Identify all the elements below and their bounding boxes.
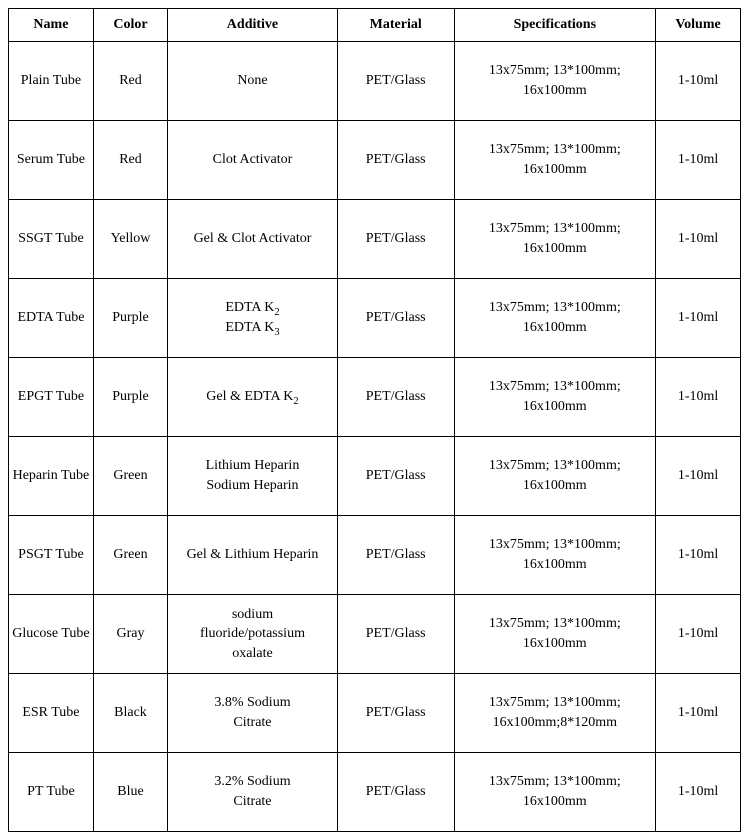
cell-specifications: 13x75mm; 13*100mm; 16x100mm [454,279,656,358]
cell-volume: 1-10ml [656,595,741,674]
cell-name: EDTA Tube [9,279,94,358]
cell-additive: 3.2% SodiumCitrate [168,753,338,832]
cell-additive: Clot Activator [168,121,338,200]
col-header-material: Material [337,9,454,42]
cell-additive: Gel & EDTA K2 [168,358,338,437]
table-row: PSGT TubeGreenGel & Lithium HeparinPET/G… [9,516,741,595]
cell-volume: 1-10ml [656,437,741,516]
cell-material: PET/Glass [337,121,454,200]
cell-color: Gray [93,595,167,674]
cell-volume: 1-10ml [656,121,741,200]
cell-name: Glucose Tube [9,595,94,674]
cell-specifications: 13x75mm; 13*100mm; 16x100mm [454,200,656,279]
cell-color: Blue [93,753,167,832]
cell-name: SSGT Tube [9,200,94,279]
table-row: EPGT TubePurpleGel & EDTA K2PET/Glass13x… [9,358,741,437]
cell-material: PET/Glass [337,358,454,437]
cell-volume: 1-10ml [656,674,741,753]
cell-volume: 1-10ml [656,358,741,437]
cell-volume: 1-10ml [656,200,741,279]
cell-specifications: 13x75mm; 13*100mm; 16x100mm [454,42,656,121]
cell-material: PET/Glass [337,200,454,279]
cell-material: PET/Glass [337,516,454,595]
cell-specifications: 13x75mm; 13*100mm; 16x100mm [454,753,656,832]
cell-volume: 1-10ml [656,753,741,832]
cell-color: Purple [93,279,167,358]
cell-additive: 3.8% SodiumCitrate [168,674,338,753]
cell-color: Red [93,121,167,200]
header-row: Name Color Additive Material Specificati… [9,9,741,42]
cell-additive: None [168,42,338,121]
cell-specifications: 13x75mm; 13*100mm; 16x100mm [454,358,656,437]
col-header-name: Name [9,9,94,42]
table-header: Name Color Additive Material Specificati… [9,9,741,42]
table-row: Glucose TubeGraysodiumfluoride/potassium… [9,595,741,674]
table-row: Plain TubeRedNonePET/Glass13x75mm; 13*10… [9,42,741,121]
cell-material: PET/Glass [337,674,454,753]
cell-additive: Lithium HeparinSodium Heparin [168,437,338,516]
cell-color: Red [93,42,167,121]
cell-color: Black [93,674,167,753]
table-row: PT TubeBlue3.2% SodiumCitratePET/Glass13… [9,753,741,832]
cell-additive: EDTA K2EDTA K3 [168,279,338,358]
cell-material: PET/Glass [337,753,454,832]
cell-name: Heparin Tube [9,437,94,516]
col-header-color: Color [93,9,167,42]
col-header-specifications: Specifications [454,9,656,42]
table-row: Heparin TubeGreenLithium HeparinSodium H… [9,437,741,516]
cell-material: PET/Glass [337,279,454,358]
cell-specifications: 13x75mm; 13*100mm; 16x100mm [454,516,656,595]
col-header-volume: Volume [656,9,741,42]
cell-material: PET/Glass [337,437,454,516]
cell-color: Green [93,437,167,516]
cell-material: PET/Glass [337,42,454,121]
cell-name: PT Tube [9,753,94,832]
cell-additive: sodiumfluoride/potassiumoxalate [168,595,338,674]
cell-additive: Gel & Lithium Heparin [168,516,338,595]
cell-additive: Gel & Clot Activator [168,200,338,279]
cell-name: PSGT Tube [9,516,94,595]
table-body: Plain TubeRedNonePET/Glass13x75mm; 13*10… [9,42,741,832]
cell-color: Green [93,516,167,595]
cell-name: Serum Tube [9,121,94,200]
cell-material: PET/Glass [337,595,454,674]
col-header-additive: Additive [168,9,338,42]
tubes-table: Name Color Additive Material Specificati… [8,8,741,832]
cell-specifications: 13x75mm; 13*100mm; 16x100mm [454,121,656,200]
table-row: ESR TubeBlack3.8% SodiumCitratePET/Glass… [9,674,741,753]
cell-name: ESR Tube [9,674,94,753]
cell-name: Plain Tube [9,42,94,121]
cell-specifications: 13x75mm; 13*100mm; 16x100mm [454,437,656,516]
cell-specifications: 13x75mm; 13*100mm; 16x100mm [454,595,656,674]
table-row: Serum TubeRedClot ActivatorPET/Glass13x7… [9,121,741,200]
cell-specifications: 13x75mm; 13*100mm; 16x100mm;8*120mm [454,674,656,753]
cell-volume: 1-10ml [656,516,741,595]
table-row: SSGT TubeYellowGel & Clot ActivatorPET/G… [9,200,741,279]
cell-volume: 1-10ml [656,42,741,121]
cell-volume: 1-10ml [656,279,741,358]
table-row: EDTA TubePurpleEDTA K2EDTA K3PET/Glass13… [9,279,741,358]
cell-color: Purple [93,358,167,437]
cell-name: EPGT Tube [9,358,94,437]
cell-color: Yellow [93,200,167,279]
